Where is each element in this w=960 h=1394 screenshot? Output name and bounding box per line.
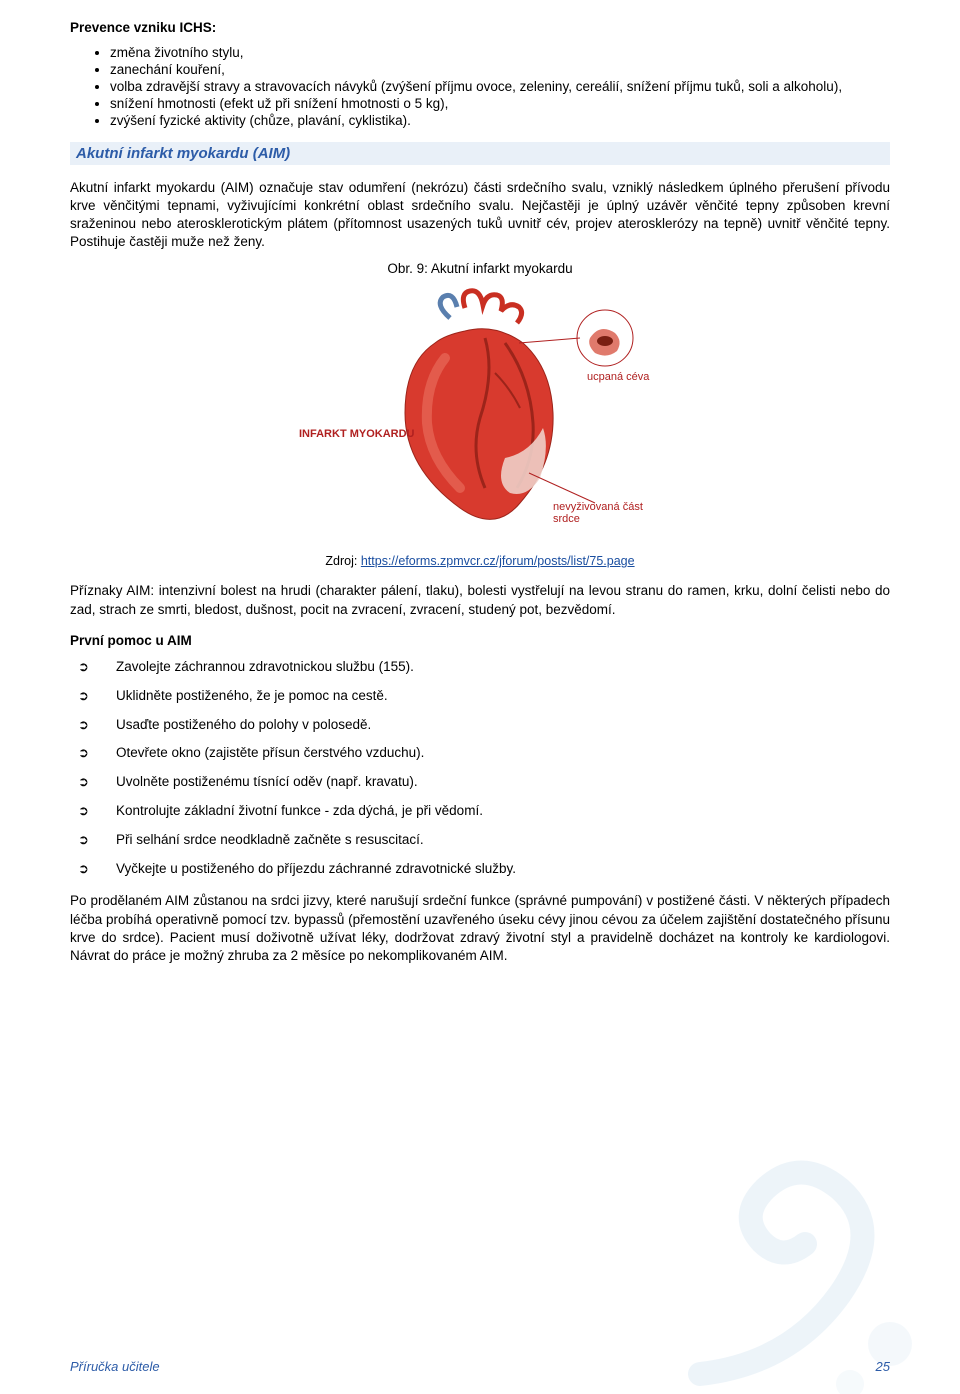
list-item: Uklidněte postiženého, že je pomoc na ce… [70,687,890,706]
heart-diagram-figure: INFARKT MYOKARDU ucpaná céva nevyživovan… [294,282,666,544]
list-item: volba zdravější stravy a stravovacích ná… [110,79,890,94]
list-item: Kontrolujte základní životní funkce - zd… [70,802,890,821]
closing-paragraph: Po prodělaném AIM zůstanou na srdci jizv… [70,892,890,965]
background-swirl-decor [640,1074,960,1394]
diagram-label-blocked-vessel: ucpaná céva [587,371,649,383]
figure-caption: Obr. 9: Akutní infarkt myokardu [70,261,890,276]
source-prefix: Zdroj: [325,554,360,568]
aim-section-banner: Akutní infarkt myokardu (AIM) [70,142,890,165]
list-item: Vyčkejte u postiženého do příjezdu záchr… [70,860,890,879]
list-item: Usaďte postiženého do polohy v polosedě. [70,716,890,735]
list-item: Otevřete okno (zajistěte přísun čerstvéh… [70,744,890,763]
diagram-label-left: INFARKT MYOKARDU [299,428,415,440]
list-item: Zavolejte záchrannou zdravotnickou služb… [70,658,890,677]
footer-page-number: 25 [876,1359,890,1374]
aim-description: Akutní infarkt myokardu (AIM) označuje s… [70,179,890,252]
figure-source: Zdroj: https://eforms.zpmvcr.cz/jforum/p… [70,554,890,568]
list-item: Uvolněte postiženému tísnící oděv (např.… [70,773,890,792]
list-item: změna životního stylu, [110,45,890,60]
diagram-label-unperfused: nevyživovaná část srdce [553,501,665,525]
first-aid-list: Zavolejte záchrannou zdravotnickou služb… [70,658,890,879]
source-link[interactable]: https://eforms.zpmvcr.cz/jforum/posts/li… [361,554,635,568]
footer-title: Příručka učitele [70,1359,160,1374]
document-page: Prevence vzniku ICHS: změna životního st… [0,0,960,1015]
list-item: zvýšení fyzické aktivity (chůze, plavání… [110,113,890,128]
prevention-list: změna životního stylu, zanechání kouření… [70,45,890,128]
list-item: Při selhání srdce neodkladně začněte s r… [70,831,890,850]
prevention-heading: Prevence vzniku ICHS: [70,20,890,35]
symptoms-paragraph: Příznaky AIM: intenzivní bolest na hrudi… [70,582,890,618]
first-aid-heading: První pomoc u AIM [70,633,890,648]
page-footer: Příručka učitele 25 [70,1359,890,1374]
heart-diagram: INFARKT MYOKARDU ucpaná céva nevyživovan… [295,283,665,543]
list-item: snížení hmotnosti (efekt už při snížení … [110,96,890,111]
list-item: zanechání kouření, [110,62,890,77]
